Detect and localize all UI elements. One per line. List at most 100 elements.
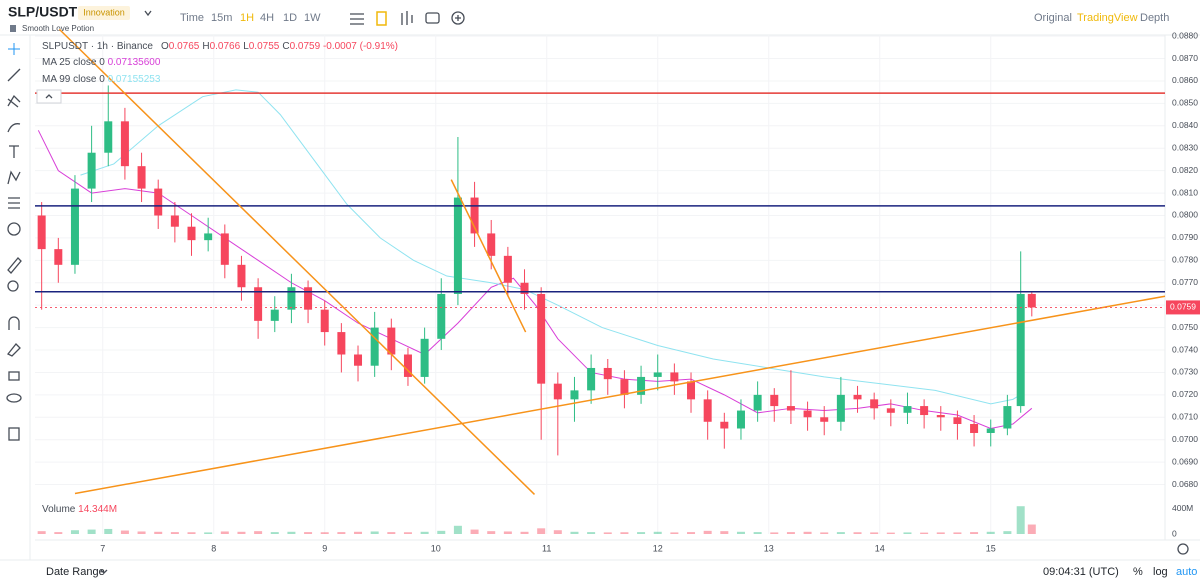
interval[interactable]: 1D bbox=[283, 12, 297, 24]
volume-bar bbox=[820, 532, 829, 534]
interval[interactable]: Time bbox=[180, 12, 204, 24]
volume-bar bbox=[653, 531, 662, 534]
log-toggle[interactable]: log bbox=[1153, 566, 1168, 578]
badge-bg bbox=[78, 6, 130, 20]
indicator-icon[interactable] bbox=[376, 11, 387, 26]
visibility-tool[interactable] bbox=[6, 393, 22, 403]
candle-body bbox=[620, 379, 629, 395]
volume-bar bbox=[520, 531, 529, 534]
candle-body bbox=[304, 287, 313, 310]
candle-body bbox=[637, 376, 646, 395]
camera-icon[interactable] bbox=[425, 12, 440, 24]
volume-bar bbox=[803, 531, 812, 534]
volume-bar bbox=[104, 528, 113, 534]
x-tick-label: 7 bbox=[100, 543, 105, 553]
volume-bar bbox=[770, 532, 779, 534]
trash-tool[interactable] bbox=[8, 427, 20, 441]
view-option[interactable]: Original bbox=[1034, 12, 1072, 24]
volume-bar bbox=[237, 531, 246, 534]
volume-bar bbox=[786, 532, 795, 534]
emoji-tool[interactable] bbox=[7, 222, 21, 236]
volume-bar bbox=[270, 532, 279, 534]
candle-body bbox=[104, 121, 113, 153]
crosshair-tool[interactable] bbox=[8, 43, 20, 55]
interval[interactable]: 15m bbox=[211, 12, 232, 24]
volume-bar bbox=[953, 532, 962, 534]
candle-body bbox=[154, 188, 163, 216]
badge: Innovation bbox=[83, 7, 125, 17]
date-range[interactable]: Date Range bbox=[46, 566, 105, 578]
candle-body bbox=[920, 406, 929, 416]
dropdown[interactable] bbox=[144, 10, 152, 17]
candle-body bbox=[886, 408, 895, 413]
ruler-tool[interactable] bbox=[7, 257, 22, 274]
x-tick-label: 13 bbox=[764, 543, 774, 553]
x-tick-label: 15 bbox=[986, 543, 996, 553]
volume-bar bbox=[287, 531, 296, 534]
moving-average bbox=[80, 89, 1025, 405]
zoom-tool[interactable] bbox=[7, 280, 19, 292]
volume-bar bbox=[370, 531, 379, 534]
plot: 0.0680 0.0690 0.0700 0.0710 0.0720 0.0730 0.07… bbox=[35, 28, 1200, 553]
candle-body bbox=[54, 249, 63, 265]
view-switch: Original TradingView Depth bbox=[1034, 12, 1169, 24]
chart-type-icon[interactable] bbox=[401, 11, 413, 25]
symbol[interactable]: SLP/USDT bbox=[8, 4, 78, 20]
volume-bar bbox=[154, 531, 163, 534]
collapse-button[interactable] bbox=[36, 89, 62, 104]
interval[interactable]: 1W bbox=[304, 12, 321, 24]
y-tick-label: 0.0700 bbox=[1172, 434, 1198, 444]
magnet-tool[interactable] bbox=[8, 316, 20, 330]
candle-body bbox=[403, 354, 412, 377]
view-option[interactable]: TradingView bbox=[1077, 12, 1138, 24]
x-tick-label: 10 bbox=[431, 543, 441, 553]
interval[interactable]: 4H bbox=[260, 12, 274, 24]
volume-bar bbox=[920, 532, 929, 534]
candle-body bbox=[187, 226, 196, 241]
settings-gear[interactable] bbox=[1177, 543, 1189, 555]
candle-body bbox=[237, 264, 246, 288]
interval[interactable]: 1H bbox=[240, 12, 254, 24]
lock-draw-tool[interactable] bbox=[6, 343, 21, 357]
candle-body bbox=[120, 121, 129, 167]
volume-bar bbox=[853, 532, 862, 534]
volume-bar bbox=[54, 532, 63, 534]
candle-body bbox=[387, 327, 396, 355]
view-option[interactable]: Depth bbox=[1140, 12, 1169, 24]
volume-bar bbox=[204, 532, 213, 534]
volume-bar bbox=[187, 532, 196, 534]
volume-bar bbox=[637, 532, 646, 534]
x-tick-label: 8 bbox=[211, 543, 216, 553]
lock-tool[interactable] bbox=[8, 371, 20, 381]
auto-toggle[interactable]: auto bbox=[1176, 566, 1197, 578]
y-tick-label: 0.0730 bbox=[1172, 367, 1198, 377]
add-icon[interactable] bbox=[451, 11, 465, 25]
fib-tool[interactable] bbox=[7, 94, 21, 108]
y-tick-label: 0.0850 bbox=[1172, 98, 1198, 108]
volume-bar bbox=[387, 532, 396, 534]
candle-body bbox=[220, 233, 229, 265]
volume-bar bbox=[70, 530, 79, 534]
settings-icon[interactable] bbox=[350, 13, 364, 25]
y-tick-label: 0.0790 bbox=[1172, 232, 1198, 242]
percent-toggle[interactable]: % bbox=[1133, 566, 1143, 578]
drawing-tools bbox=[6, 43, 22, 441]
volume-bar bbox=[670, 532, 679, 534]
volume-bar bbox=[403, 532, 412, 534]
brush-tool[interactable] bbox=[7, 123, 21, 133]
line-tool[interactable] bbox=[7, 68, 21, 82]
trend-line bbox=[450, 179, 527, 333]
last-price-label: 0.0759 bbox=[1170, 302, 1196, 312]
candle-body bbox=[670, 372, 679, 382]
volume-bar bbox=[587, 532, 596, 534]
volume-bar bbox=[836, 532, 845, 534]
volume-bar bbox=[354, 531, 363, 534]
volume-bar bbox=[37, 531, 46, 534]
y-tick-label: 0.0740 bbox=[1172, 344, 1198, 354]
measure-tool[interactable] bbox=[8, 197, 20, 209]
volume-bar bbox=[936, 532, 945, 534]
pattern-tool[interactable] bbox=[7, 170, 21, 185]
candle-body bbox=[687, 381, 696, 400]
y-tick-label: 0.0840 bbox=[1172, 120, 1198, 130]
text-tool[interactable] bbox=[9, 145, 19, 158]
